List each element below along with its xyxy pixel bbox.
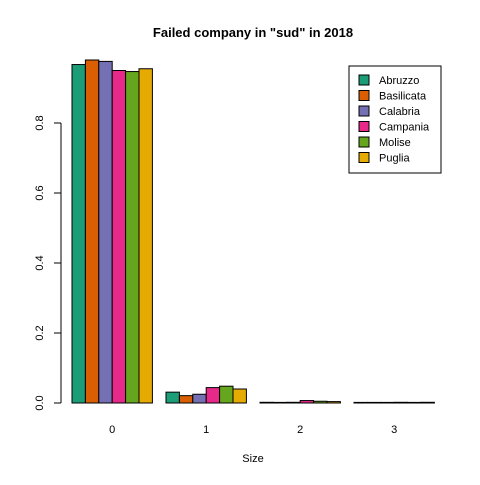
bar-basilicata-size-3 [366,401,382,404]
legend-swatch-puglia [358,152,370,163]
legend-swatch-campania [358,121,370,132]
bar-campania-size-1 [205,387,221,404]
legend-label-puglia: Puglia [379,153,410,165]
legend-label-abruzzo: Abruzzo [379,75,419,87]
bar-puglia-size-1 [232,388,247,404]
x-axis-label: Size [242,453,263,465]
bar-molise-size-2 [313,400,328,404]
x-axis-ticks: 0 1 2 3 [109,424,397,436]
bar-puglia-size-2 [326,401,341,404]
bar-basilicata-size-2 [272,401,288,404]
legend-label-basilicata: Basilicata [379,91,427,103]
bar-molise-size-1 [219,385,234,404]
bar-calabria-size-2 [286,401,301,404]
bar-puglia-size-3 [420,401,435,404]
x-tick-label-0: 0 [109,424,115,436]
y-axis: 0.0 0.2 0.4 0.6 0.8 [34,115,62,411]
y-tick-label-0.2: 0.2 [34,325,46,340]
legend-swatch-molise [358,136,370,148]
bar-basilicata-size-0 [84,59,100,404]
legend-swatch-calabria [358,105,370,117]
bar-molise-size-3 [407,401,422,404]
legend-label-campania: Campania [379,122,430,134]
x-tick-label-1: 1 [203,424,209,436]
y-tick-label-0.8: 0.8 [34,115,46,130]
bar-calabria-size-0 [98,60,113,404]
bar-abruzzo-size-1 [165,391,180,404]
bar-abruzzo-size-3 [353,401,368,404]
bar-calabria-size-1 [192,393,207,404]
bar-basilicata-size-1 [178,395,194,404]
legend-label-molise: Molise [379,137,411,149]
legend: Abruzzo Basilicata Calabria Campania Molise P… [348,65,442,174]
y-tick-label-0.4: 0.4 [34,255,46,270]
y-tick-label-0.6: 0.6 [34,185,46,200]
bars-layer [71,59,435,404]
legend-swatch-basilicata [358,90,370,101]
bar-molise-size-0 [125,71,140,404]
bar-abruzzo-size-2 [259,401,274,404]
bar-campania-size-0 [111,70,127,404]
legend-label-calabria: Calabria [379,106,421,118]
x-tick-label-2: 2 [297,424,303,436]
bar-puglia-size-0 [138,68,153,404]
x-tick-label-3: 3 [391,424,397,436]
legend-swatch-abruzzo [358,74,370,86]
bar-calabria-size-3 [380,401,395,404]
y-tick-label-0.0: 0.0 [34,395,46,410]
bar-abruzzo-size-0 [71,64,86,404]
chart-title: Failed company in "sud" in 2018 [153,25,353,40]
bar-campania-size-2 [299,400,315,404]
bar-campania-size-3 [393,401,409,404]
